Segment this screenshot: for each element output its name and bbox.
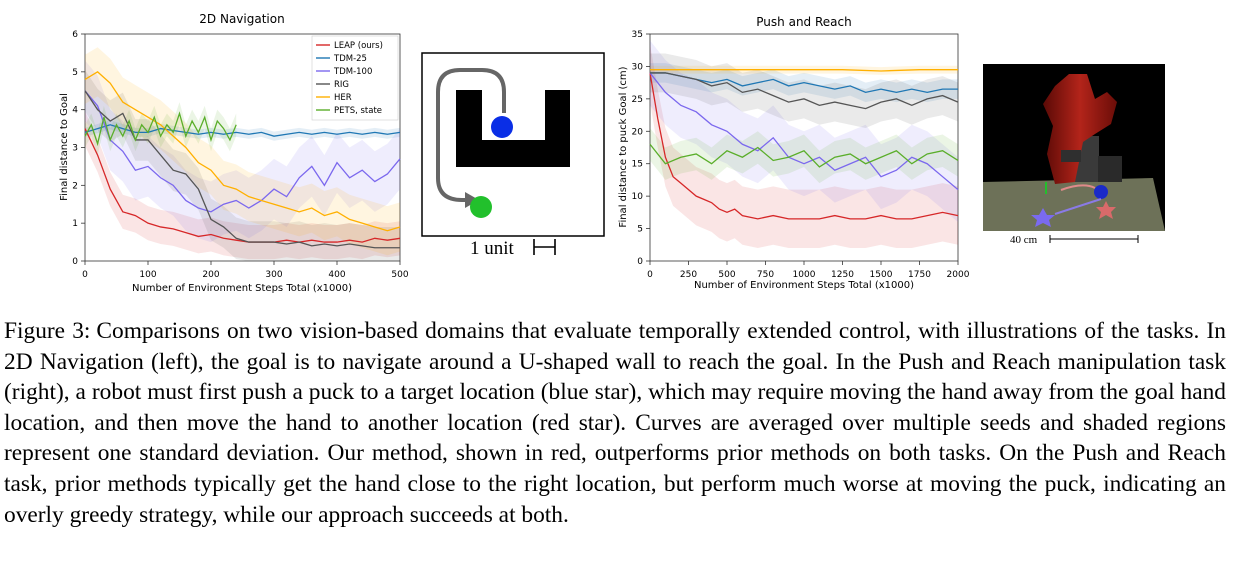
nav-band-tdm-25 (85, 120, 400, 141)
nav-scale-bar (533, 239, 556, 255)
robot-scale-bar (1049, 235, 1139, 243)
nav-line-rig (84, 90, 400, 249)
push-ytick-label: 25 (632, 95, 643, 105)
push-ytick-label: 30 (632, 62, 644, 72)
push-xtick-label: 1250 (831, 270, 854, 280)
nav-legend-label-her: HER (334, 93, 352, 103)
figure-caption: Figure 3: Comparisons on two vision-based… (4, 316, 1226, 530)
path-arrow-head-icon (465, 192, 479, 208)
robot-illustration: 40 cm (983, 64, 1165, 246)
nav-legend-box (311, 35, 399, 121)
push-band-leap-ours (650, 43, 958, 249)
nav-ytick-label: 4 (72, 106, 78, 116)
push-plot-area (649, 33, 959, 262)
nav-chart-title: 2D Navigation (199, 12, 284, 26)
push-line-rig (650, 72, 959, 110)
nav-xtick-label: 100 (139, 270, 156, 280)
nav-line-leap-ours (84, 128, 401, 243)
push-line-tdm-100 (649, 72, 959, 191)
u-shaped-wall (456, 90, 570, 167)
nav-chart: 0 100 200 300 400 500 0 1 2 3 4 5 6 2D Navigation Nu… (59, 12, 409, 294)
nav-line-pets-state (84, 111, 237, 147)
push-chart-title: Push and Reach (756, 15, 851, 29)
push-ytick-label: 15 (632, 160, 643, 170)
nav-ytick-label: 0 (72, 257, 78, 267)
push-ytick-label: 35 (632, 30, 643, 40)
nav-band-tdm-100 (85, 60, 400, 243)
push-line-tdm-25 (650, 72, 958, 94)
push-xtick-label: 750 (757, 270, 774, 280)
robot-pedestal (1098, 156, 1122, 182)
hand-trajectory (1060, 184, 1096, 191)
caption-text: Comparisons on two vision-based domains … (4, 318, 1226, 528)
push-ytick-label: 5 (637, 225, 643, 235)
goal-green-dot (470, 196, 492, 218)
nav-band-leap-ours (85, 111, 400, 260)
nav-legend-label-tdm-25: TDM-25 (333, 54, 367, 64)
robot-scale-label: 40 cm (1010, 234, 1038, 246)
nav-scale-label: 1 unit (470, 238, 515, 259)
push-xtick-label: 1500 (870, 270, 893, 280)
nav-legend-label-leap-ours: LEAP (ours) (334, 41, 383, 51)
push-chart: 0 250 500 750 1000 1250 1500 1750 2000 0 5 10 15 20 25… (618, 15, 970, 291)
nav-y-label: Final distance to Goal (59, 93, 70, 201)
push-line-her (650, 69, 958, 72)
puck-trajectory (1054, 198, 1102, 215)
nav-xtick-label: 200 (202, 270, 219, 280)
push-xtick-label: 500 (718, 270, 735, 280)
robot-table (983, 178, 1165, 231)
nav-line-her (84, 71, 401, 232)
blue-star-icon (1031, 208, 1055, 227)
figure-label: Figure 3: (4, 318, 91, 344)
nav-xtick-label: 300 (265, 270, 282, 280)
nav-legend-label-pets-state: PETS, state (334, 106, 382, 116)
nav-ytick-label: 2 (72, 181, 78, 191)
nav-x-label: Number of Environment Steps Total (x1000… (132, 283, 352, 294)
nav-xtick-label: 400 (328, 270, 345, 280)
nav-xtick-label: 0 (82, 270, 88, 280)
push-xtick-label: 1750 (908, 270, 931, 280)
nav-line-tdm-100 (84, 90, 401, 213)
push-ytick-label: 0 (637, 257, 643, 267)
push-x-label: Number of Environment Steps Total (x1000… (694, 280, 914, 291)
nav-ytick-label: 5 (72, 68, 78, 78)
nav-ytick-label: 3 (72, 144, 78, 154)
push-xtick-label: 250 (680, 270, 697, 280)
push-xtick-label: 1000 (793, 270, 816, 280)
nav-legend-label-tdm-100: TDM-100 (333, 67, 372, 77)
push-y-label: Final distance to puck Goal (cm) (618, 66, 629, 227)
nav-band-rig (85, 69, 400, 261)
nav-ytick-label: 6 (72, 30, 78, 40)
puck-blue (1094, 185, 1108, 199)
nav-legend: LEAP (ours) TDM-25 TDM-100 RIG HER PETS, stat… (311, 35, 399, 121)
push-band-rig (650, 53, 958, 129)
nav-ytick-label: 1 (72, 219, 78, 229)
nav-illustration: 1 unit (421, 52, 605, 259)
red-star-icon (1096, 201, 1116, 219)
robot-joint (1061, 150, 1081, 162)
nav-band-her (85, 47, 400, 256)
push-ytick-label: 20 (632, 127, 644, 137)
nav-line-tdm-25 (84, 124, 401, 137)
push-band-pets-state (650, 128, 958, 184)
push-line-pets-state (649, 143, 959, 168)
path-arrow (436, 68, 506, 202)
nav-xtick-label: 500 (391, 270, 408, 280)
agent-blue-dot (491, 116, 513, 138)
push-xtick-label: 0 (647, 270, 653, 280)
push-line-leap-ours (649, 72, 959, 220)
push-xtick-label: 2000 (947, 270, 970, 280)
push-ytick-label: 10 (632, 192, 644, 202)
nav-legend-label-rig: RIG (334, 80, 349, 90)
